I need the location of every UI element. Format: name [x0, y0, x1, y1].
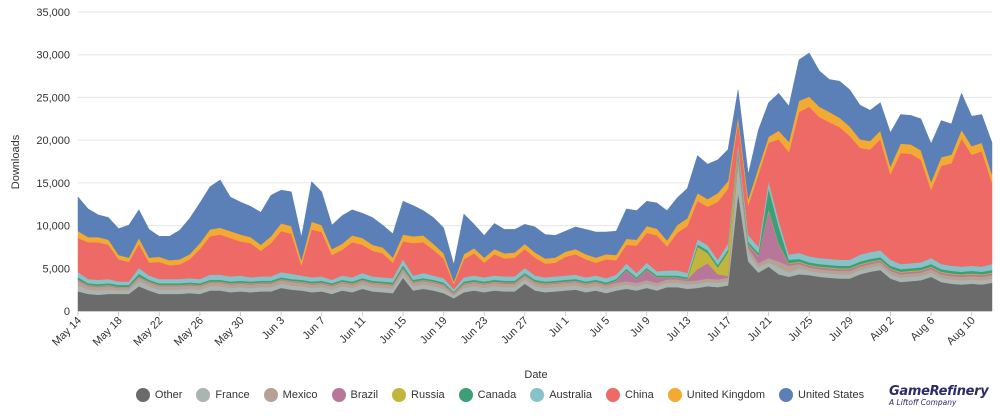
legend-swatch	[667, 388, 682, 402]
legend-label: Australia	[549, 389, 592, 401]
x-tick-label: May 26	[172, 315, 206, 349]
legend-swatch	[263, 388, 278, 402]
x-tick-label: May 14	[50, 315, 84, 349]
x-axis-title: Date	[524, 369, 547, 381]
x-tick-label: Jul 25	[786, 315, 815, 344]
y-tick-label: 0	[64, 306, 70, 318]
legend-item-brazil[interactable]: Brazil	[331, 388, 379, 402]
y-axis-ticks: 0 5,000 10,000 15,000 20,000 25,000 30,000 35,0…	[36, 7, 70, 318]
y-tick-label: 30,000	[36, 50, 70, 62]
x-tick-label: Aug 10	[945, 315, 978, 348]
legend-item-france[interactable]: France	[196, 388, 250, 402]
legend-label: Mexico	[282, 389, 318, 401]
legend-swatch	[530, 388, 545, 402]
x-tick-label: Jun 3	[260, 315, 288, 343]
y-tick-label: 10,000	[36, 221, 70, 233]
brand-logo: GameRefinery A Liftoff Company	[889, 384, 999, 407]
x-tick-label: Jul 5	[587, 315, 612, 340]
x-tick-label: Jul 13	[664, 315, 693, 344]
legend-swatch	[458, 388, 473, 402]
legend-swatch	[779, 388, 794, 402]
x-tick-label: Jun 11	[337, 315, 368, 346]
x-tick-label: May 22	[131, 315, 165, 349]
legend-item-united-states[interactable]: United States	[779, 388, 864, 402]
x-tick-label: Jul 29	[827, 315, 856, 344]
legend-swatch	[331, 388, 346, 402]
legend-label: France	[215, 389, 250, 401]
x-tick-label: Jul 9	[628, 315, 653, 340]
legend-label: Brazil	[350, 389, 379, 401]
legend-label: Russia	[411, 389, 445, 401]
x-tick-label: Jul 1	[547, 315, 572, 340]
legend-item-other[interactable]: Other	[135, 388, 183, 402]
legend-label: China	[625, 389, 654, 401]
x-tick-label: Jul 21	[745, 315, 774, 344]
y-tick-label: 25,000	[36, 92, 70, 104]
x-tick-label: May 30	[213, 315, 247, 349]
area-united-states	[77, 52, 993, 283]
legend-item-china[interactable]: China	[606, 388, 654, 402]
legend-swatch	[196, 388, 211, 402]
brand-name: GameRefinery	[889, 384, 989, 399]
x-axis-ticks: May 14 May 18 May 22 May 26 May 30 Jun 3 Jun 7…	[50, 311, 978, 349]
x-tick-label: Jun 23	[459, 315, 491, 347]
x-tick-label: Jun 19	[418, 315, 450, 347]
legend-item-united-kingdom[interactable]: United Kingdom	[667, 388, 766, 402]
legend-label: United States	[798, 389, 865, 401]
x-tick-label: Jul 17	[705, 315, 734, 344]
y-tick-label: 35,000	[36, 7, 70, 19]
series-areas	[77, 52, 993, 312]
y-axis-title: Downloads	[10, 134, 22, 189]
y-tick-label: 5,000	[42, 263, 70, 275]
x-tick-label: May 18	[91, 315, 125, 349]
legend-item-mexico[interactable]: Mexico	[263, 388, 318, 402]
legend-label: Canada	[477, 389, 517, 401]
brand-tagline: A Liftoff Company	[889, 398, 957, 407]
legend: Other France Mexico Brazil Russia Canada Austr…	[0, 388, 1000, 402]
legend-swatch	[392, 388, 407, 402]
y-tick-label: 20,000	[36, 135, 70, 147]
legend-item-russia[interactable]: Russia	[392, 388, 445, 402]
legend-label: Other	[154, 389, 183, 401]
legend-label: United Kingdom	[686, 389, 766, 401]
x-tick-label: Jun 7	[300, 315, 328, 343]
y-tick-label: 15,000	[36, 178, 70, 190]
legend-swatch	[135, 388, 150, 402]
legend-swatch	[606, 388, 620, 402]
x-tick-label: Jun 27	[499, 315, 531, 347]
x-tick-label: Jun 15	[377, 315, 409, 347]
legend-item-australia[interactable]: Australia	[530, 388, 592, 402]
x-tick-label: Aug 6	[908, 315, 937, 344]
legend-item-canada[interactable]: Canada	[458, 388, 517, 402]
x-tick-label: Aug 2	[868, 315, 897, 344]
